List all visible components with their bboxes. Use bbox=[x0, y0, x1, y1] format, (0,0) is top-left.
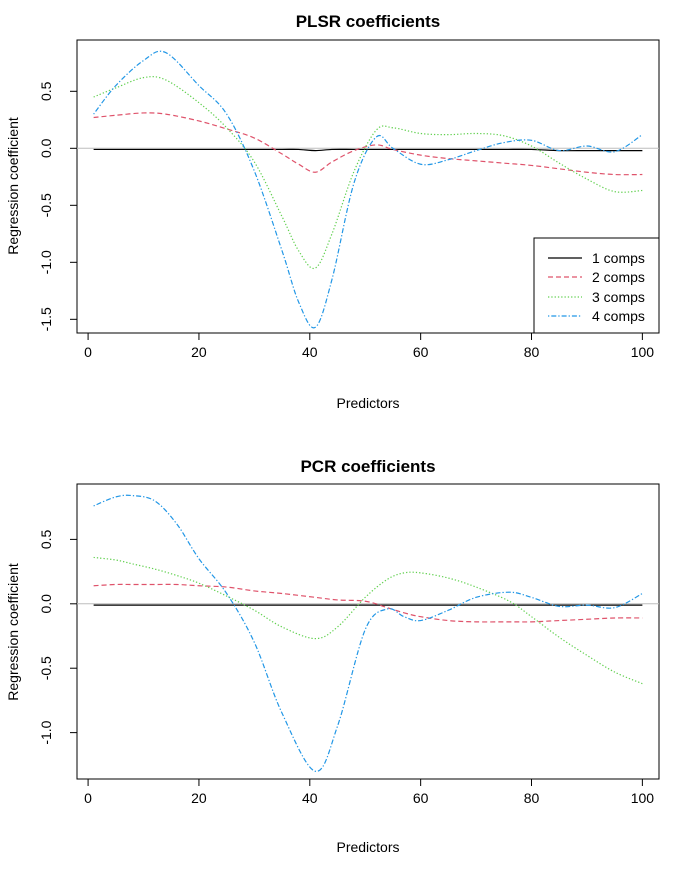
x-tick-label: 40 bbox=[302, 790, 318, 806]
series-line-comp-3 bbox=[93, 556, 643, 685]
y-tick-label: -1.0 bbox=[38, 250, 54, 274]
series-line-2-comps bbox=[93, 112, 643, 176]
x-tick-label: 100 bbox=[631, 790, 655, 806]
legend-box bbox=[533, 237, 660, 334]
pcr-panel: PCR coefficients Predictors Regression c… bbox=[5, 457, 660, 855]
axis-ticks: 0 20 40 60 80 100 -1.0 -0.5 0.0 0.5 bbox=[38, 529, 654, 806]
legend-label-2-comps: 2 comps bbox=[592, 269, 645, 285]
x-tick-label: 60 bbox=[413, 790, 429, 806]
x-tick-label: 0 bbox=[84, 790, 92, 806]
y-tick-label: 0.5 bbox=[38, 81, 54, 101]
y-tick-label: 0.0 bbox=[38, 138, 54, 158]
plot-frame bbox=[76, 483, 660, 780]
y-tick-label: -1.0 bbox=[38, 720, 54, 744]
legend-label-3-comps: 3 comps bbox=[592, 289, 645, 305]
legend-label-1-comps: 1 comps bbox=[592, 250, 645, 266]
series-lines bbox=[77, 50, 659, 329]
x-tick-label: 80 bbox=[524, 344, 540, 360]
y-axis-label: Regression coefficient bbox=[5, 117, 21, 255]
legend: 1 comps 2 comps 3 comps 4 comps bbox=[533, 237, 660, 334]
y-tick-label: -0.5 bbox=[38, 193, 54, 217]
series-line-4-comps bbox=[93, 50, 643, 329]
y-tick-label: 0.0 bbox=[38, 594, 54, 614]
x-tick-label: 20 bbox=[191, 790, 207, 806]
series-line-comp-2 bbox=[93, 583, 643, 623]
x-tick-label: 20 bbox=[191, 344, 207, 360]
series-line-1-comps bbox=[93, 148, 643, 152]
plsr-panel: PLSR coefficients Predictors Regression … bbox=[5, 12, 660, 411]
plot-frame bbox=[76, 39, 660, 334]
y-tick-label: -1.5 bbox=[38, 307, 54, 331]
y-tick-label: -0.5 bbox=[38, 656, 54, 680]
legend-label-4-comps: 4 comps bbox=[592, 308, 645, 324]
chart-title: PLSR coefficients bbox=[296, 12, 441, 31]
x-tick-label: 0 bbox=[84, 344, 92, 360]
x-axis-label: Predictors bbox=[336, 395, 399, 411]
chart-title: PCR coefficients bbox=[300, 457, 435, 476]
axis-ticks: 0 20 40 60 80 100 -1.5 -1.0 -0.5 0.0 0.5 bbox=[38, 81, 654, 360]
series-line-comp-4 bbox=[93, 494, 643, 772]
series-lines bbox=[77, 494, 659, 772]
x-tick-label: 40 bbox=[302, 344, 318, 360]
x-tick-label: 80 bbox=[524, 790, 540, 806]
x-axis-label: Predictors bbox=[336, 839, 399, 855]
y-tick-label: 0.5 bbox=[38, 529, 54, 549]
y-axis-label: Regression coefficient bbox=[5, 563, 21, 701]
x-tick-label: 100 bbox=[631, 344, 655, 360]
x-tick-label: 60 bbox=[413, 344, 429, 360]
